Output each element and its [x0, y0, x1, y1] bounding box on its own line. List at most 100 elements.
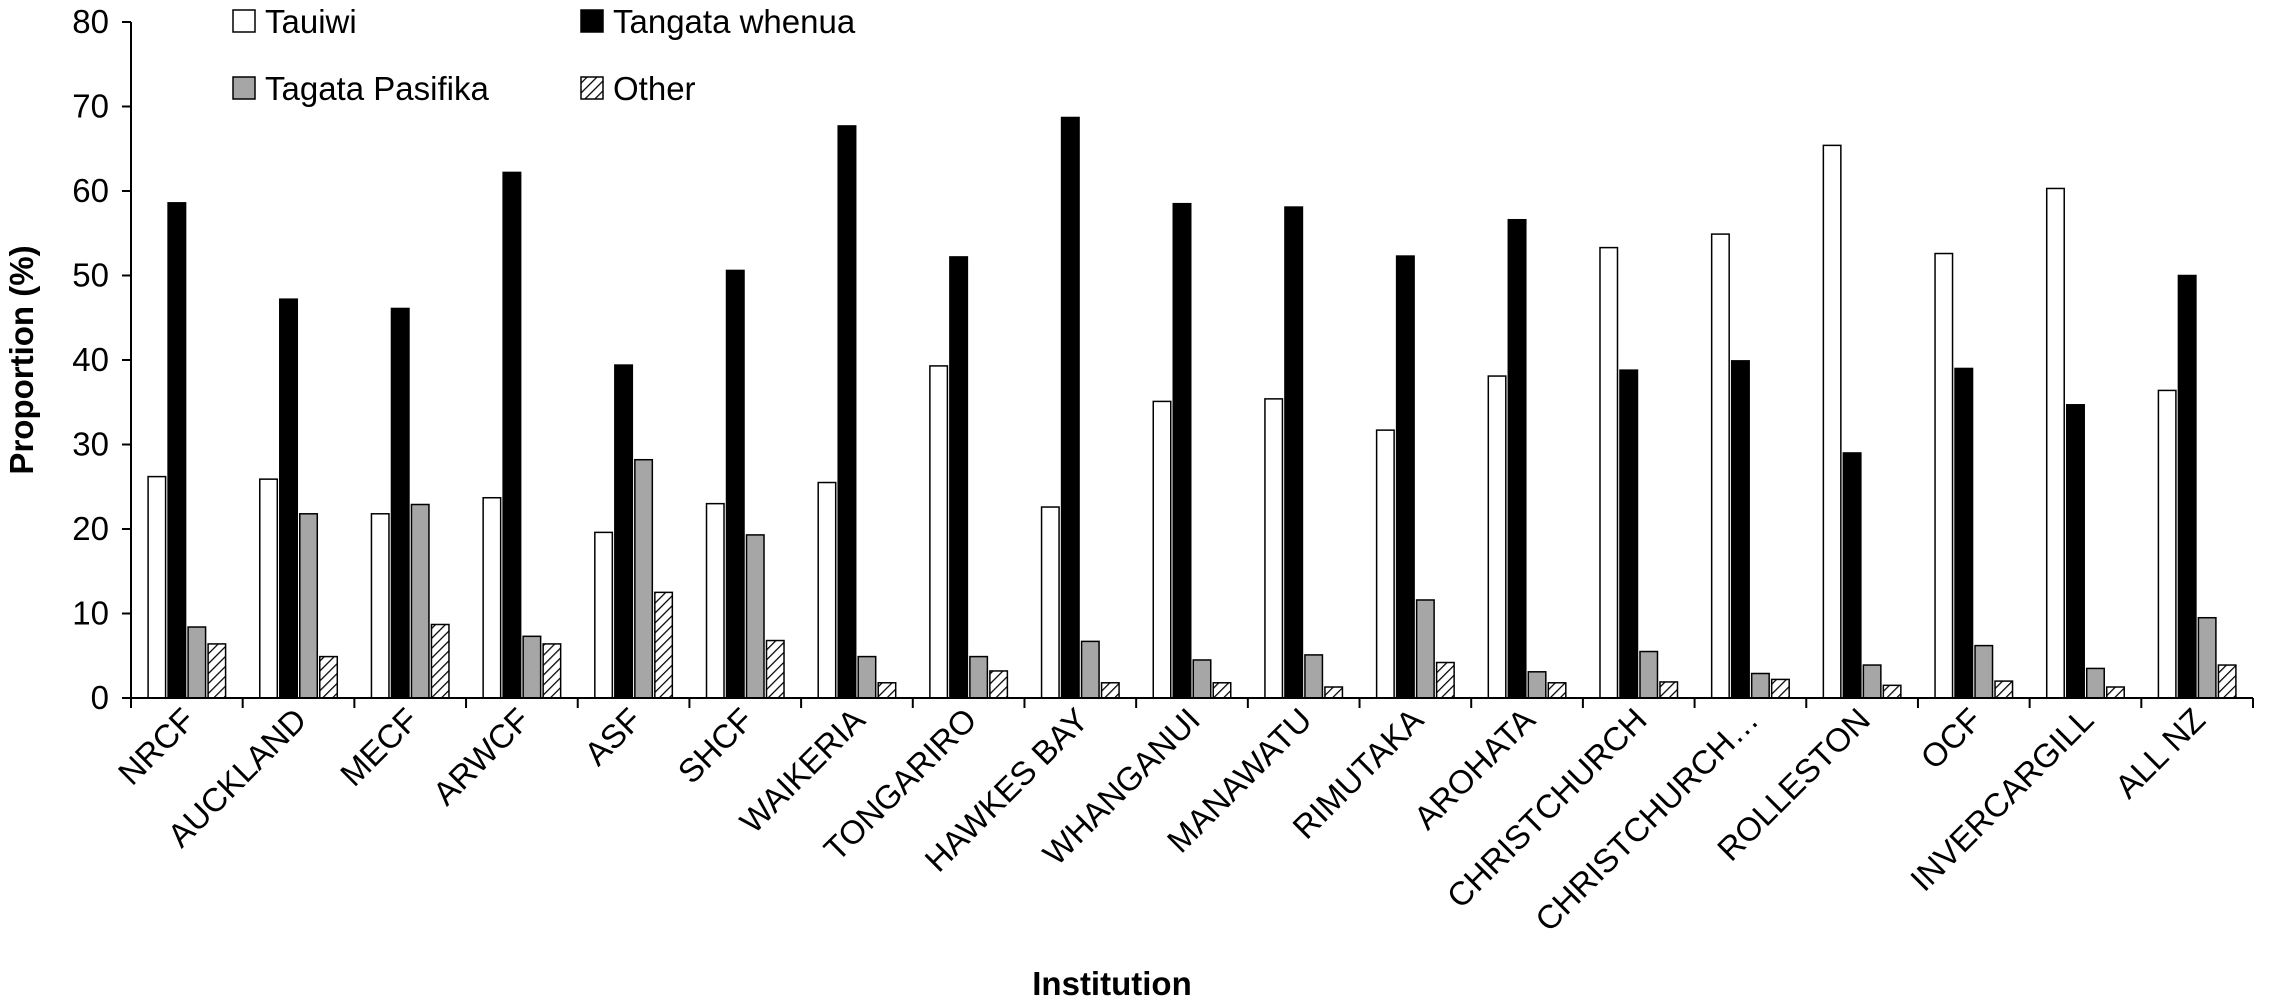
category-label: MECF	[333, 701, 425, 793]
x-axis-ticks	[130, 698, 2254, 708]
y-axis-title: Proportion (%)	[3, 245, 40, 474]
legend: Tauiwi Tangata whenua Tagata Pasifika Other	[232, 3, 856, 107]
bar-tagata-pasifika-manawatu	[1304, 654, 1324, 699]
y-axis-tick-labels: 0 10 20 30 40 50 60 70 80	[72, 3, 109, 716]
legend-item-other: Other	[580, 70, 696, 107]
bar-tagata-pasifika-ocf	[1974, 644, 1994, 699]
bar-tauiwi-waikeria	[817, 481, 837, 699]
bar-other-whanganui	[1212, 682, 1232, 699]
bar-tauiwi-rimutaka	[1375, 429, 1395, 699]
legend-swatch	[232, 9, 256, 33]
legend-label: Tagata Pasifika	[265, 70, 489, 107]
bar-other-nrcf	[207, 643, 227, 699]
bar-tagata-pasifika-christchurch	[1750, 672, 1770, 699]
bar-other-invercargill	[2105, 686, 2125, 699]
bar-tagata-pasifika-all-nz	[2197, 616, 2217, 699]
category-label: SHCF	[671, 701, 761, 791]
bar-tauiwi-rolleston	[1822, 144, 1842, 699]
bar-other-manawatu	[1324, 686, 1344, 699]
bar-tauiwi-hawkes-bay	[1040, 506, 1060, 699]
bar-tagata-pasifika-hawkes-bay	[1080, 640, 1100, 699]
bar-other-rimutaka	[1435, 661, 1455, 699]
y-tick-label: 60	[72, 172, 109, 209]
bar-tangata-whenua-auckland	[279, 298, 299, 699]
legend-swatch	[580, 9, 604, 33]
y-tick-label: 40	[72, 341, 109, 378]
bar-tagata-pasifika-asf	[634, 458, 654, 699]
bar-tagata-pasifika-auckland	[299, 513, 319, 699]
bar-tangata-whenua-shcf	[725, 269, 745, 699]
bar-tagata-pasifika-mecf	[410, 503, 430, 699]
category-label: ASF	[577, 701, 649, 773]
x-axis-title: Institution	[1032, 965, 1191, 1001]
bar-tangata-whenua-arwcf	[502, 171, 522, 699]
y-tick-label: 10	[72, 595, 109, 632]
bar-tauiwi-all-nz	[2157, 389, 2177, 699]
bar-tagata-pasifika-arwcf	[522, 635, 542, 699]
y-axis-ticks	[122, 21, 131, 699]
bar-tauiwi-nrcf	[147, 475, 167, 699]
bar-tangata-whenua-manawatu	[1284, 206, 1304, 699]
bar-tagata-pasifika-whanganui	[1192, 659, 1212, 699]
bar-other-arohata	[1547, 682, 1567, 699]
bar-tauiwi-auckland	[259, 478, 279, 699]
y-tick-label: 0	[91, 679, 109, 716]
bar-tangata-whenua-christchurch	[1730, 360, 1750, 699]
bar-tangata-whenua-all-nz	[2177, 274, 2197, 699]
bar-tagata-pasifika-christchurch	[1639, 650, 1659, 699]
bar-tauiwi-invercargill	[2045, 187, 2065, 699]
bar-tangata-whenua-rimutaka	[1395, 255, 1415, 699]
legend-label: Tangata whenua	[613, 3, 856, 40]
bar-tagata-pasifika-nrcf	[187, 626, 207, 699]
y-tick-label: 50	[72, 257, 109, 294]
bar-tauiwi-arohata	[1487, 375, 1507, 699]
bar-tangata-whenua-asf	[614, 364, 634, 699]
y-tick-label: 20	[72, 510, 109, 547]
bar-tangata-whenua-whanganui	[1172, 202, 1192, 699]
bar-tangata-whenua-nrcf	[167, 202, 187, 699]
legend-label: Tauiwi	[265, 3, 357, 40]
bar-tangata-whenua-hawkes-bay	[1060, 116, 1080, 699]
bar-tangata-whenua-invercargill	[2065, 404, 2085, 699]
category-label: ARWCF	[426, 701, 537, 812]
category-label: CHRISTCHURCH	[1440, 701, 1654, 915]
bar-other-waikeria	[877, 682, 897, 699]
category-label: OCF	[1913, 701, 1988, 776]
bar-tagata-pasifika-invercargill	[2085, 667, 2105, 699]
legend-item-tauiwi: Tauiwi	[232, 3, 357, 40]
bar-tauiwi-manawatu	[1264, 398, 1284, 699]
bar-tauiwi-arwcf	[482, 496, 502, 699]
legend-item-tagata-pasifika: Tagata Pasifika	[232, 70, 489, 107]
bar-other-auckland	[319, 655, 339, 699]
bar-tagata-pasifika-rimutaka	[1415, 599, 1435, 699]
bar-tagata-pasifika-rolleston	[1862, 664, 1882, 699]
bar-tauiwi-mecf	[370, 513, 390, 699]
bars-layer	[147, 116, 2237, 699]
bar-other-arwcf	[542, 643, 562, 699]
legend-swatch	[580, 76, 604, 100]
bar-other-christchurch	[1659, 681, 1679, 699]
bar-tauiwi-shcf	[705, 502, 725, 699]
bar-tangata-whenua-tongariro	[949, 256, 969, 699]
bar-tangata-whenua-arohata	[1507, 218, 1527, 699]
bar-tagata-pasifika-arohata	[1527, 671, 1547, 699]
bar-tagata-pasifika-shcf	[745, 534, 765, 699]
bar-tauiwi-christchurch	[1599, 246, 1619, 699]
bar-tauiwi-tongariro	[929, 365, 949, 699]
category-label: NRCF	[111, 701, 202, 792]
y-tick-label: 70	[72, 88, 109, 125]
bar-tagata-pasifika-waikeria	[857, 655, 877, 699]
bar-tangata-whenua-ocf	[1954, 367, 1974, 699]
bar-other-mecf	[430, 623, 450, 699]
bar-other-asf	[654, 591, 674, 699]
bar-tangata-whenua-rolleston	[1842, 452, 1862, 699]
bar-tauiwi-ocf	[1934, 252, 1954, 699]
y-tick-label: 80	[72, 3, 109, 40]
bar-tauiwi-whanganui	[1152, 400, 1172, 699]
y-tick-label: 30	[72, 426, 109, 463]
bar-tangata-whenua-mecf	[390, 307, 410, 699]
bar-tangata-whenua-waikeria	[837, 125, 857, 699]
legend-swatch	[232, 76, 256, 100]
category-label: ALL NZ	[2108, 701, 2212, 805]
